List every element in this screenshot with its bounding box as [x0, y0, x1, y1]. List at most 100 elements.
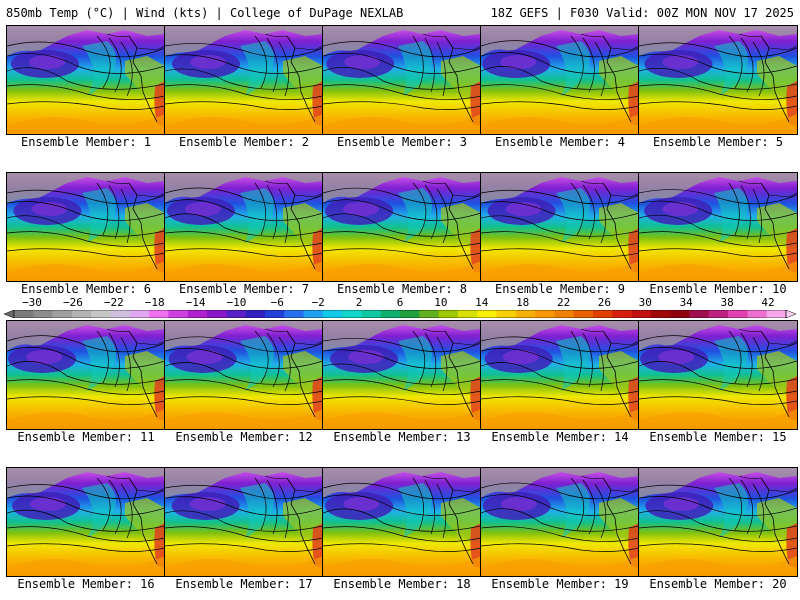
ensemble-panel: Ensemble Member: 4 — [480, 25, 640, 149]
ensemble-map — [322, 320, 482, 430]
ensemble-member-label: Ensemble Member: 16 — [17, 577, 155, 591]
ensemble-panel: Ensemble Member: 15 — [638, 320, 798, 444]
ensemble-map — [322, 172, 482, 282]
colorbar-tick-label: −2 — [311, 296, 325, 309]
ensemble-panel: Ensemble Member: 19 — [480, 467, 640, 591]
ensemble-member-label: Ensemble Member: 6 — [20, 282, 152, 296]
ensemble-panel: Ensemble Member: 12 — [164, 320, 324, 444]
colorbar-swatch — [110, 310, 131, 318]
ensemble-member-label: Ensemble Member: 17 — [175, 577, 313, 591]
colorbar-tick-label: −6 — [270, 296, 284, 309]
colorbar-swatch — [361, 310, 381, 318]
colorbar-swatch — [245, 310, 266, 318]
ensemble-panel: Ensemble Member: 14 — [480, 320, 640, 444]
ensemble-panel: Ensemble Member: 1 — [6, 25, 166, 149]
colorbar-swatch — [322, 310, 343, 318]
colorbar-tick-label: 18 — [516, 296, 530, 309]
ensemble-map — [6, 467, 166, 577]
colorbar-tick-label: 30 — [638, 296, 652, 309]
ensemble-member-label: Ensemble Member: 20 — [649, 577, 787, 591]
colorbar-swatch — [496, 310, 517, 318]
colorbar-swatch — [515, 310, 536, 318]
colorbar-swatch — [477, 310, 497, 318]
ensemble-panel: Ensemble Member: 3 — [322, 25, 482, 149]
ensemble-member-label: Ensemble Member: 5 — [652, 135, 784, 149]
colorbar-swatch — [380, 310, 401, 318]
colorbar-swatch — [91, 310, 111, 318]
ensemble-map — [322, 25, 482, 135]
ensemble-member-label: Ensemble Member: 10 — [649, 282, 787, 296]
colorbar-swatch — [766, 310, 787, 318]
ensemble-map — [164, 172, 324, 282]
colorbar-swatch — [728, 310, 748, 318]
colorbar-swatch — [747, 310, 767, 318]
colorbar-swatch — [438, 310, 459, 318]
colorbar-tick-label: −22 — [103, 296, 124, 309]
ensemble-map — [638, 25, 798, 135]
ensemble-panel: Ensemble Member: 5 — [638, 25, 798, 149]
colorbar-tick-label: −14 — [185, 296, 206, 309]
colorbar-min-arrow — [4, 310, 15, 318]
ensemble-panel: Ensemble Member: 13 — [322, 320, 482, 444]
colorbar-swatch — [689, 310, 710, 318]
colorbar-swatch — [14, 310, 34, 318]
colorbar-tick-label: 42 — [761, 296, 775, 309]
ensemble-panel: Ensemble Member: 10 — [638, 172, 798, 296]
ensemble-panel: Ensemble Member: 16 — [6, 467, 166, 591]
ensemble-map — [638, 172, 798, 282]
colorbar-swatch — [400, 310, 420, 318]
ensemble-panel: Ensemble Member: 8 — [322, 172, 482, 296]
colorbar-tick-label: 14 — [475, 296, 489, 309]
colorbar-tick-label: −10 — [226, 296, 247, 309]
colorbar-swatch — [535, 310, 555, 318]
ensemble-map — [480, 25, 640, 135]
colorbar-tick-label: 34 — [679, 296, 693, 309]
ensemble-member-label: Ensemble Member: 19 — [491, 577, 629, 591]
ensemble-member-label: Ensemble Member: 12 — [175, 430, 313, 444]
colorbar-swatch — [207, 310, 227, 318]
ensemble-map — [322, 467, 482, 577]
ensemble-panel: Ensemble Member: 6 — [6, 172, 166, 296]
colorbar-swatch — [129, 310, 150, 318]
ensemble-member-label: Ensemble Member: 7 — [178, 282, 310, 296]
ensemble-member-label: Ensemble Member: 18 — [333, 577, 471, 591]
ensemble-map — [638, 467, 798, 577]
ensemble-member-label: Ensemble Member: 1 — [20, 135, 152, 149]
ensemble-map — [6, 25, 166, 135]
colorbar-max-arrow — [785, 310, 796, 318]
colorbar-swatch — [284, 310, 304, 318]
colorbar-swatch — [303, 310, 324, 318]
colorbar-swatch — [708, 310, 729, 318]
ensemble-member-label: Ensemble Member: 14 — [491, 430, 629, 444]
ensemble-panel: Ensemble Member: 20 — [638, 467, 798, 591]
colorbar-swatch — [33, 310, 53, 318]
ensemble-map — [6, 172, 166, 282]
colorbar-strip — [4, 310, 796, 318]
colorbar-tick-labels: −30 −26 −22 −18 −14 −10 −6 −2 2 6 10 14 18 22 26 30 34 38… — [4, 297, 796, 309]
colorbar-swatch — [71, 310, 92, 318]
ensemble-panel: Ensemble Member: 11 — [6, 320, 166, 444]
ensemble-map — [480, 320, 640, 430]
colorbar-swatch — [342, 310, 362, 318]
colorbar-swatch — [612, 310, 632, 318]
ensemble-member-label: Ensemble Member: 8 — [336, 282, 468, 296]
ensemble-map — [480, 467, 640, 577]
colorbar-tick-label: −30 — [22, 296, 42, 309]
ensemble-map — [638, 320, 798, 430]
colorbar-swatch — [264, 310, 285, 318]
ensemble-map — [6, 320, 166, 430]
run-valid-time: 18Z GEFS | F030 Valid: 00Z MON NOV 17 20… — [490, 6, 794, 20]
ensemble-member-label: Ensemble Member: 2 — [178, 135, 310, 149]
colorbar-tick-label: −26 — [62, 296, 83, 309]
ensemble-map — [164, 25, 324, 135]
temperature-colorbar: −30 −26 −22 −18 −14 −10 −6 −2 2 6 10 14 18 22 26 30 34 38… — [4, 297, 796, 321]
ensemble-map — [164, 467, 324, 577]
colorbar-swatch — [573, 310, 594, 318]
colorbar-swatch — [554, 310, 574, 318]
ensemble-member-label: Ensemble Member: 15 — [649, 430, 787, 444]
colorbar-tick-label: 26 — [597, 296, 612, 309]
colorbar-swatch — [149, 310, 169, 318]
colorbar-tick-label: 22 — [556, 296, 571, 309]
colorbar-tick-label: −18 — [144, 296, 165, 309]
ensemble-member-label: Ensemble Member: 3 — [336, 135, 468, 149]
